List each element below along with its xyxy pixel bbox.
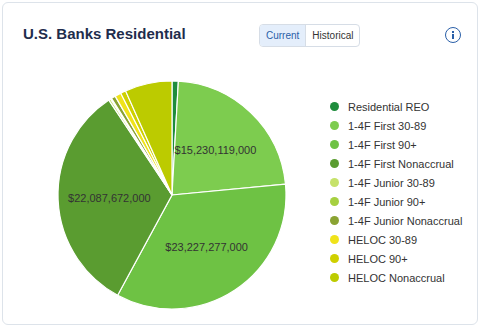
html-text:Residential REO: Residential REO [348, 100, 430, 113]
html-text:1-4F First Nonaccrual: 1-4F First Nonaccrual [348, 157, 454, 170]
html-text:1-4F First 30-89: 1-4F First 30-89 [348, 119, 427, 132]
html-text:U.S. Banks Residential: U.S. Banks Residential [23, 25, 186, 42]
html-text:1-4F Junior 90+: 1-4F Junior 90+ [348, 195, 426, 208]
html-text:1-4F Junior Nonaccrual: 1-4F Junior Nonaccrual [348, 214, 463, 227]
html-text:HELOC 30-89: HELOC 30-89 [348, 233, 418, 246]
html-text:Current: Current [266, 30, 300, 41]
svg-text:$23,227,277,000: $23,227,277,000 [165, 241, 248, 253]
html-text:1-4F Junior 30-89: 1-4F Junior 30-89 [348, 176, 435, 189]
html-text:1-4F First 90+: 1-4F First 90+ [348, 138, 417, 151]
html-text:HELOC 90+: HELOC 90+ [348, 252, 408, 265]
html-text:Historical: Historical [312, 30, 354, 41]
svg-text:$22,087,672,000: $22,087,672,000 [68, 192, 151, 204]
svg-text:$15,230,119,000: $15,230,119,000 [175, 144, 257, 156]
html-text:HELOC Nonaccrual: HELOC Nonaccrual [348, 271, 445, 284]
